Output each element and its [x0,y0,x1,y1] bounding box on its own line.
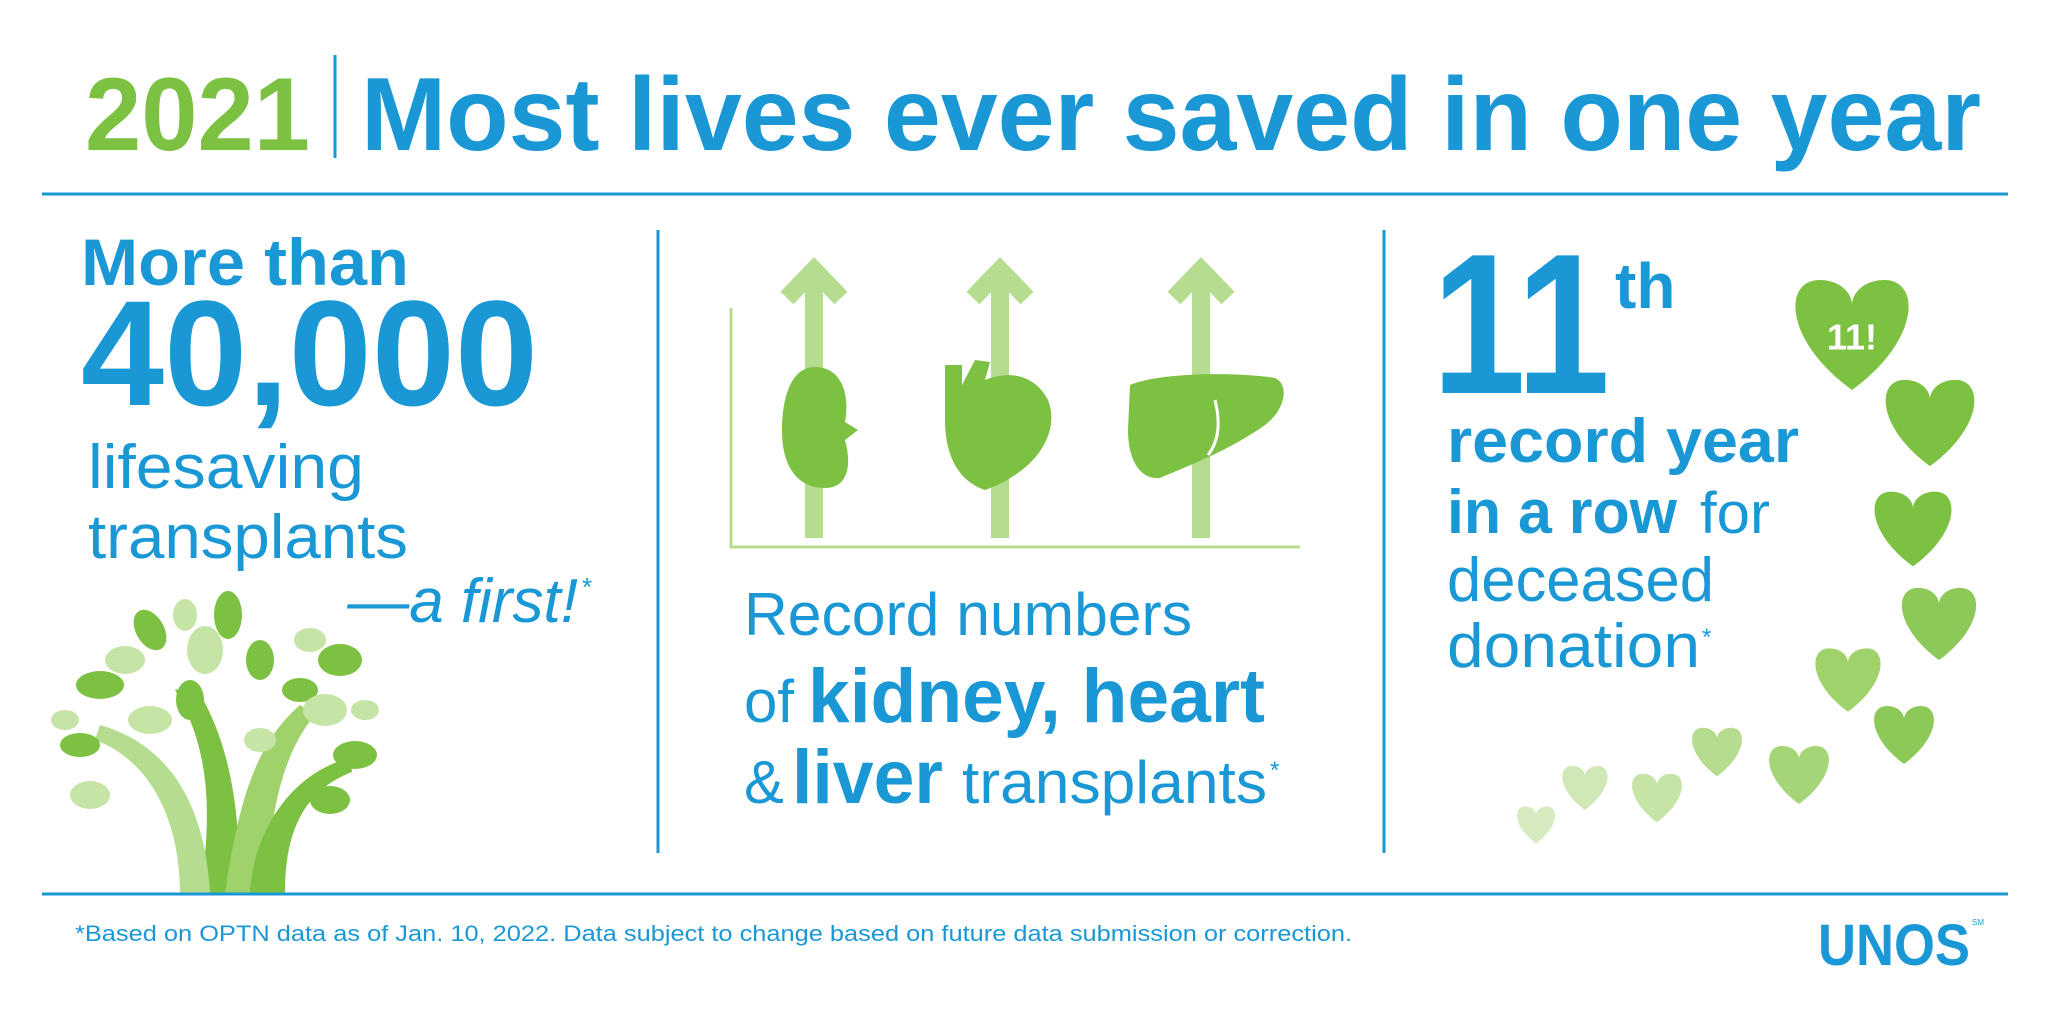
heart-icon [1562,766,1608,810]
heart-icon [1692,727,1742,777]
heart-icon [1874,705,1934,765]
body-text: deceased [1447,546,1714,615]
heart-icon [1815,648,1881,712]
organ-chart-icon [729,257,1300,549]
note-text: —a first! [346,567,578,636]
heart-icon [1901,587,1977,661]
heart-icon [1769,745,1829,805]
logo: UNOS [1818,913,1970,978]
body-text-bold: liver [792,735,943,820]
body-text-bold: kidney, heart [808,654,1265,739]
tree-icon [51,591,379,893]
body-text: of [744,668,794,735]
body-text: Record numbers [744,581,1192,648]
body-text-bold: record year [1447,407,1799,476]
big-number: 40,000 [81,269,538,437]
heart-icon [1516,806,1556,844]
body-text: lifesaving [88,433,364,502]
year: 2021 [85,57,310,173]
hearts-decoration [1516,280,1977,844]
heart-label: 11! [1827,317,1877,358]
body-text: & [744,749,784,816]
asterisk: * [1270,757,1279,784]
body-text-bold: in a row [1447,478,1678,547]
lead-text: More than [81,225,409,299]
heart-icon [1632,773,1682,823]
footnote: *Based on OPTN data as of Jan. 10, 2022.… [75,921,1352,946]
asterisk: * [582,572,592,602]
heart-icon [1885,379,1975,467]
rank-suffix: th [1615,250,1675,322]
body-text: transplants [962,749,1267,816]
body-text: donation [1447,612,1700,681]
asterisk: * [1702,624,1711,651]
title: Most lives ever saved in one year [361,57,1981,173]
body-text: transplants [88,503,408,572]
body-text: for [1700,481,1770,546]
heart-icon [1795,280,1909,390]
logo-mark: SM [1972,918,1984,927]
rank-number: 11 [1432,213,1610,436]
heart-icon [1874,491,1952,567]
